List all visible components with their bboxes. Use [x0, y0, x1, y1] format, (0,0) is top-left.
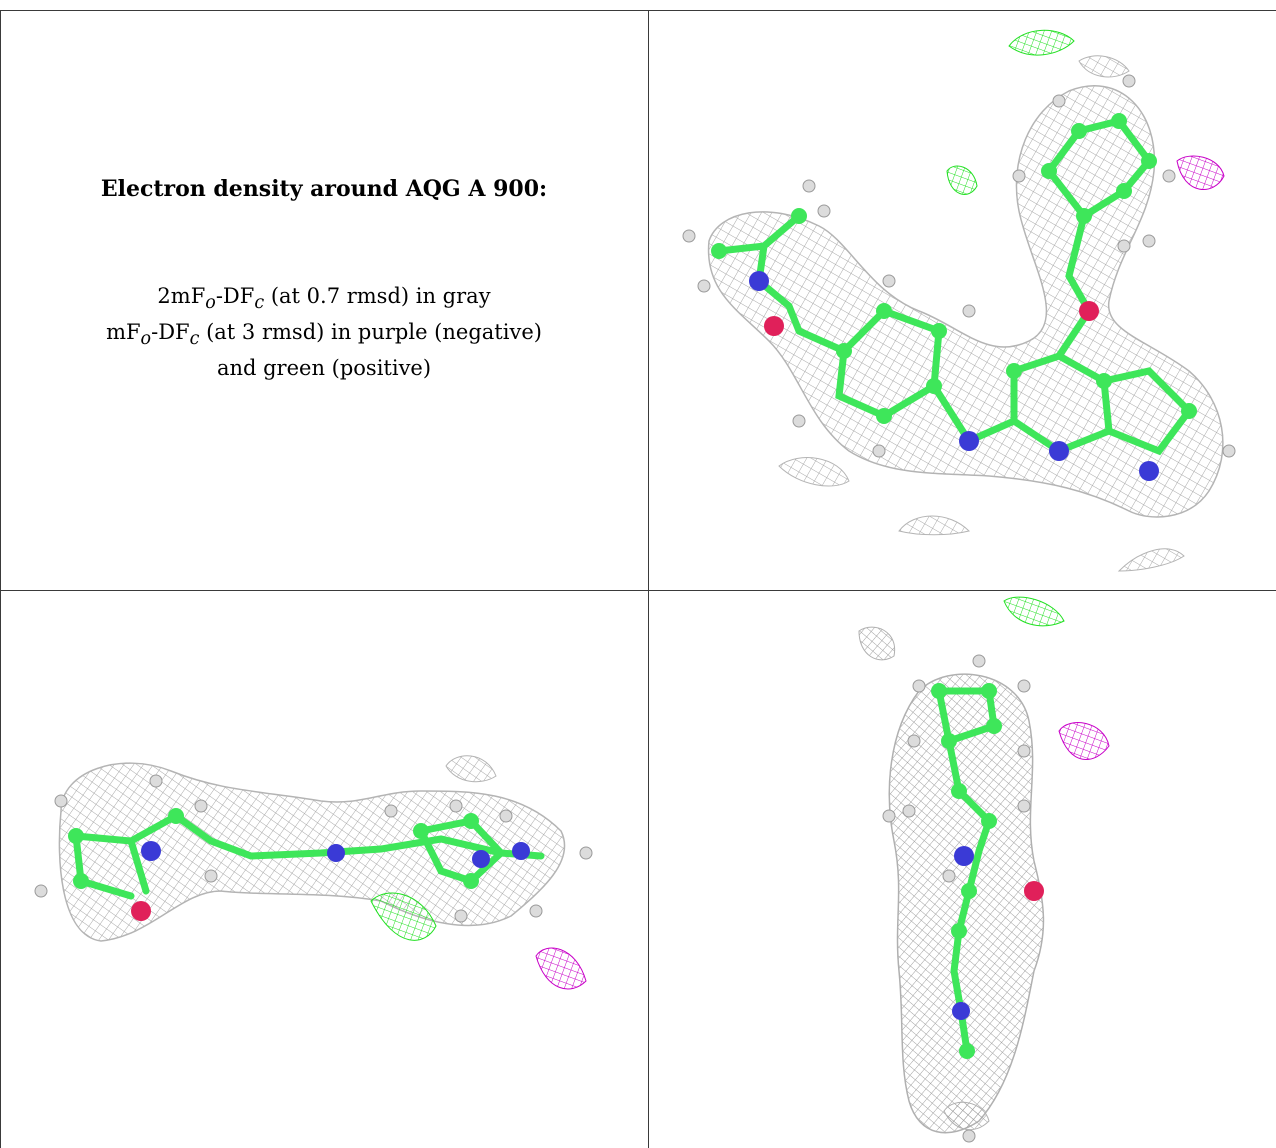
difference-mesh-positive [1008, 29, 1075, 56]
density-fragment [943, 1101, 990, 1131]
caption-title: Electron density around AQG A 900: [100, 176, 548, 202]
density-fragment [1078, 55, 1130, 78]
caption-line-1-a: 2mF [157, 284, 206, 308]
ligand-atoms [68, 808, 530, 921]
border-top [0, 10, 1276, 11]
density-fragment [778, 457, 850, 487]
caption-line-1-rest: (at 0.7 rmsd) in gray [264, 284, 491, 308]
caption-line-2-b: -DF [151, 320, 190, 345]
ligand-hydrogens [34, 774, 593, 923]
ligand-bonds [715, 117, 1194, 456]
caption-line-1-a-sub: o [205, 293, 216, 314]
caption-line-2-a-sub: o [140, 329, 152, 350]
density-mesh-2fofc [707, 85, 1224, 518]
caption-line-2-rest: (at 3 rmsd) in purple (negative) [199, 320, 542, 345]
caption-line-1: 2mFo-DFc (at 0.7 rmsd) in gray [0, 282, 648, 318]
caption-line-3: and green (positive) [216, 356, 432, 381]
caption-line-2: mFo-DFc (at 3 rmsd) in purple (negative) [0, 318, 648, 354]
ligand-hydrogens [882, 654, 1031, 1143]
caption-line-2-b-sub: c [189, 329, 200, 350]
difference-mesh-negative [535, 947, 587, 990]
ligand-atoms [711, 113, 1197, 481]
density-fragment [445, 755, 497, 783]
density-panel-side [1, 591, 648, 1148]
density-panel-top [649, 11, 1276, 590]
caption-line-1-b-sub: c [254, 293, 265, 314]
density-map-end-svg [858, 596, 1110, 1143]
difference-mesh-positive [1003, 596, 1065, 627]
caption-line-1-b: -DF [215, 284, 255, 308]
divider-horizontal [0, 590, 1276, 591]
difference-mesh-negative [1058, 722, 1110, 760]
difference-mesh-positive [946, 165, 978, 195]
density-map-top-svg [682, 29, 1236, 572]
ligand-hydrogens [682, 74, 1236, 458]
caption-cell: Electron density around AQG A 900: 2mFo-… [0, 0, 648, 590]
density-map-side-svg [34, 755, 593, 990]
density-fragment [898, 515, 970, 536]
difference-mesh-negative [1176, 155, 1225, 190]
caption-line-2-a: mF [106, 320, 141, 345]
caption-description: 2mFo-DFc (at 0.7 rmsd) in gray mFo-DFc (… [0, 282, 648, 383]
density-fragment [1117, 548, 1185, 572]
divider-vertical [648, 10, 649, 1148]
ligand-atoms [931, 683, 1044, 1059]
density-fragment [858, 626, 896, 661]
density-panel-end [649, 591, 1276, 1148]
difference-mesh-positive [370, 892, 437, 941]
border-left [0, 10, 1, 1148]
